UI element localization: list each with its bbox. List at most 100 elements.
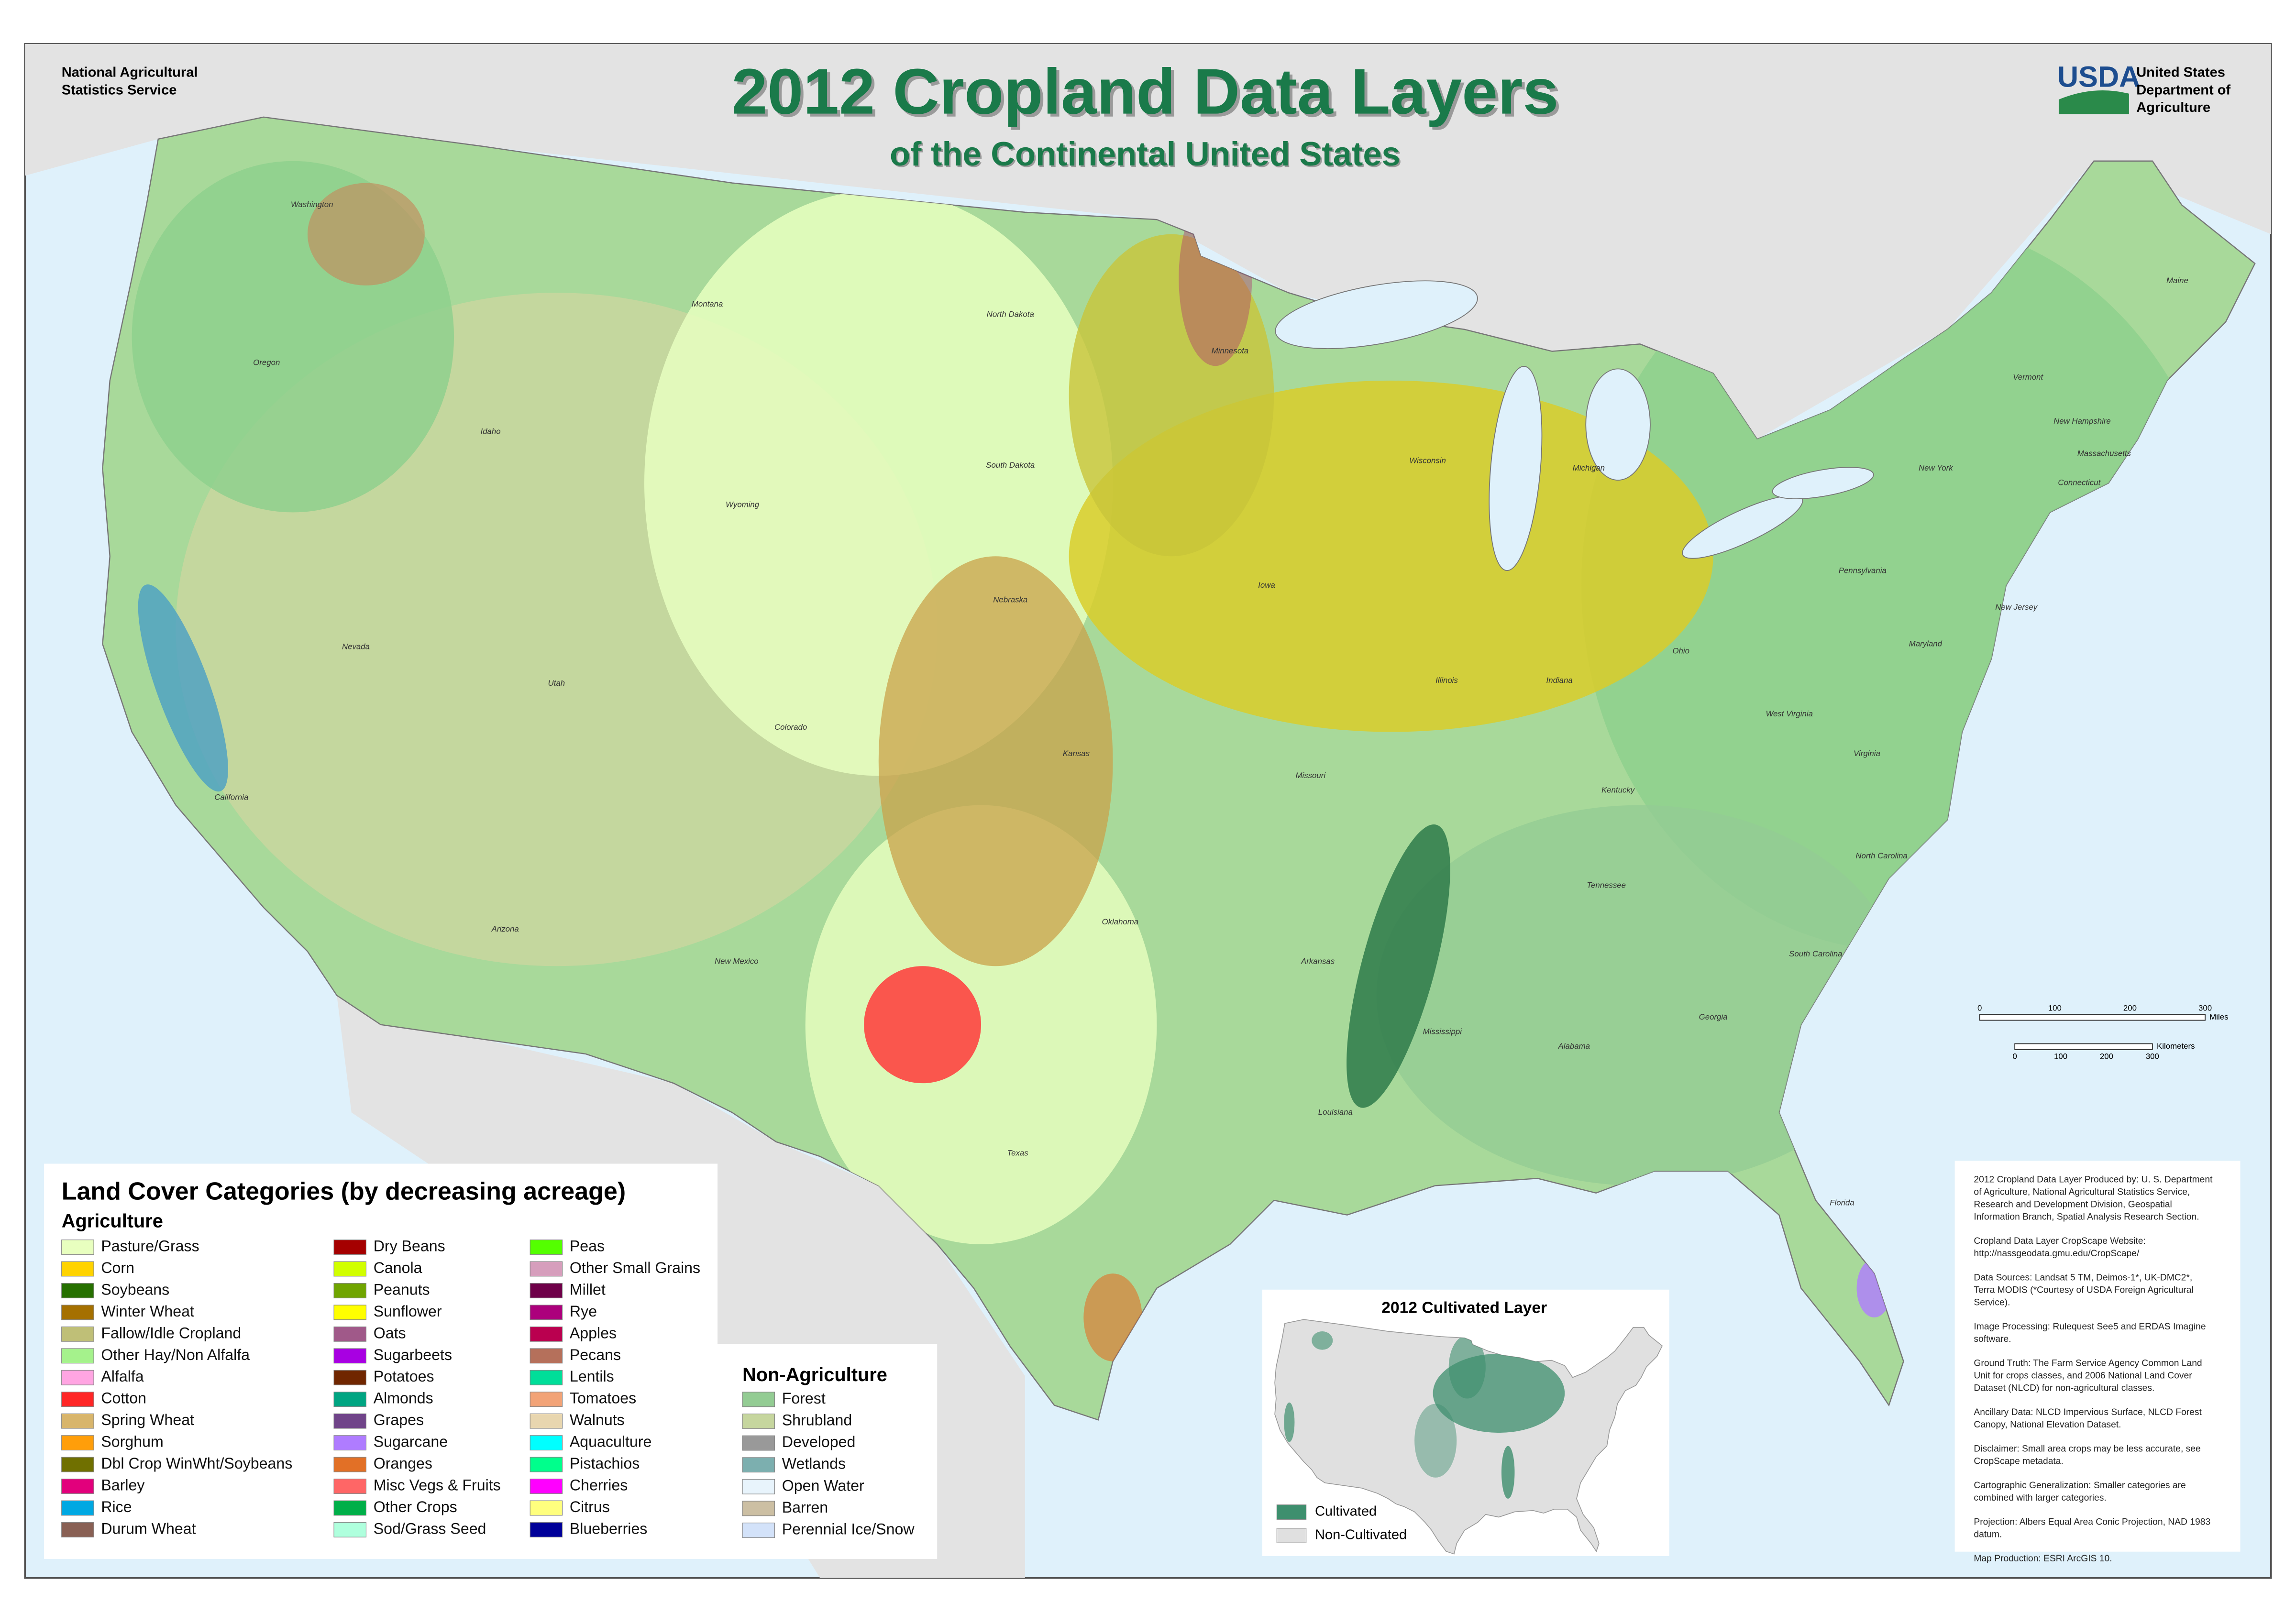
legend-swatch	[333, 1392, 367, 1407]
legend-label: Misc Vegs & Fruits	[374, 1477, 501, 1494]
inset-cultivated-area	[1284, 1402, 1295, 1442]
legend-label: Cherries	[570, 1477, 628, 1494]
legend-swatch	[333, 1261, 367, 1277]
legend-label: Rye	[570, 1303, 597, 1320]
credit-line: Cartographic Generalization: Smaller cat…	[1974, 1481, 2186, 1491]
delta-area	[1347, 824, 1450, 1108]
map-title: 2012 Cropland Data Layers	[731, 55, 1558, 128]
state-label: New York	[1919, 463, 1954, 472]
state-label: North Dakota	[987, 310, 1034, 319]
legend-label: Rice	[101, 1498, 132, 1515]
legend-heading: Non-Agriculture	[742, 1364, 887, 1385]
legend-label: Canola	[374, 1259, 422, 1276]
legend-swatch	[530, 1261, 563, 1277]
scale-tick-label: 0	[1977, 1004, 1982, 1013]
state-labels: Washington Oregon California Nevada Idaho Mon…	[214, 200, 2188, 1207]
scale-tick-label: 100	[2048, 1004, 2062, 1013]
legend-label: Oats	[374, 1324, 406, 1341]
credit-line: Data Sources: Landsat 5 TM, Deimos-1*, U…	[1974, 1273, 2192, 1283]
forest-area	[1376, 805, 1904, 1186]
scale-tick-label: 300	[2146, 1052, 2159, 1061]
legend-label: Alfalfa	[101, 1368, 144, 1385]
legend-label: Perennial Ice/Snow	[782, 1520, 915, 1537]
scale-unit: Miles	[2209, 1012, 2228, 1021]
scale-tick-label: 100	[2054, 1052, 2067, 1061]
legend-label: Sugarcane	[374, 1433, 448, 1450]
land-cover	[132, 161, 2226, 1361]
state-label: Maine	[2166, 276, 2188, 285]
legend-label: Almonds	[374, 1390, 433, 1407]
state-label: Vermont	[2013, 373, 2043, 382]
legend-swatch	[333, 1457, 367, 1472]
corn-belt	[1069, 234, 1274, 557]
legend-label: Walnuts	[570, 1411, 625, 1428]
usda-logo: USDA United States Department of Agricul…	[2057, 60, 2231, 115]
legend-swatch	[61, 1435, 94, 1451]
credit-line: software.	[1974, 1334, 2011, 1344]
scale-unit: Kilometers	[2157, 1042, 2195, 1051]
legend-swatch	[333, 1370, 367, 1385]
state-label: Nebraska	[993, 595, 1027, 604]
state-label: Washington	[291, 200, 333, 209]
legend-swatch	[61, 1457, 94, 1472]
legend-swatch	[333, 1435, 367, 1451]
legend-label: Peas	[570, 1237, 605, 1254]
state-label: New Hampshire	[2053, 417, 2111, 426]
state-label: Minnesota	[1212, 346, 1249, 355]
credit-line: Cropland Data Layer CropScape Website:	[1974, 1236, 2145, 1246]
legend-label: Tomatoes	[570, 1390, 636, 1407]
state-label: Alabama	[1558, 1042, 1590, 1051]
legend-label: Pecans	[570, 1346, 621, 1363]
state-label: Oregon	[253, 358, 280, 367]
inset-legend-swatch	[1276, 1528, 1307, 1543]
state-label: Ohio	[1672, 647, 1689, 656]
state-label: Mississippi	[1423, 1027, 1463, 1036]
legend-swatch	[742, 1414, 775, 1429]
legend-label: Spring Wheat	[101, 1411, 194, 1428]
credits: 2012 Cropland Data Layer Produced by: U.…	[1974, 1174, 2213, 1564]
legend-label: Potatoes	[374, 1368, 434, 1385]
legend-swatch	[742, 1479, 775, 1494]
lake-ontario	[1772, 467, 1874, 499]
state-label: Massachusetts	[2077, 449, 2131, 458]
legend-swatch	[61, 1479, 94, 1494]
credit-line: 2012 Cropland Data Layer Produced by: U.…	[1974, 1174, 2213, 1185]
state-label: Illinois	[1435, 676, 1458, 685]
lake-huron	[1585, 368, 1651, 481]
legend-label: Sorghum	[101, 1433, 163, 1450]
scale-tick-label: 0	[2012, 1052, 2017, 1061]
state-label: New Mexico	[715, 957, 759, 966]
legend-swatch	[530, 1435, 563, 1451]
credits-box	[1954, 1161, 2241, 1552]
legend-label: Other Hay/Non Alfalfa	[101, 1346, 250, 1363]
state-label: Montana	[692, 299, 723, 308]
legend-title: Land Cover Categories (by decreasing acr…	[62, 1177, 626, 1205]
department-name: Agriculture	[2136, 100, 2210, 115]
credit-line: Ancillary Data: NLCD Impervious Surface,…	[1974, 1407, 2202, 1417]
legend-swatch	[530, 1326, 563, 1342]
legend-swatch	[333, 1283, 367, 1298]
credit-line: Dataset (NLCD) for non-agricultural clas…	[1974, 1383, 2154, 1393]
legend-label: Pistachios	[570, 1455, 640, 1472]
legend-label: Fallow/Idle Cropland	[101, 1324, 241, 1341]
state-label: North Carolina	[1855, 851, 1908, 860]
scale-tick-label: 200	[2123, 1004, 2137, 1013]
legend-swatch	[61, 1305, 94, 1320]
legend-items: Pasture/Grass Corn Soybeans Winter Wheat Fal…	[61, 1237, 915, 1538]
state-label: New Jersey	[1995, 603, 2038, 612]
central-valley	[138, 584, 228, 792]
state-label: West Virginia	[1766, 709, 1813, 718]
legend-label: Citrus	[570, 1498, 610, 1515]
inset-map	[1274, 1319, 1663, 1555]
legend-label: Sugarbeets	[374, 1346, 452, 1363]
legend-label: Durum Wheat	[101, 1520, 196, 1537]
legend-swatch	[530, 1522, 563, 1537]
legend-swatch	[530, 1240, 563, 1255]
legend-swatch	[61, 1392, 94, 1407]
legend-swatch	[530, 1392, 563, 1407]
legend-label: Peanuts	[374, 1281, 430, 1298]
inset-legend: Cultivated Non-Cultivated	[1276, 1504, 1407, 1543]
credit-line: Terra MODIS (*Courtesy of USDA Foreign A…	[1974, 1285, 2193, 1295]
legend-swatch	[61, 1283, 94, 1298]
